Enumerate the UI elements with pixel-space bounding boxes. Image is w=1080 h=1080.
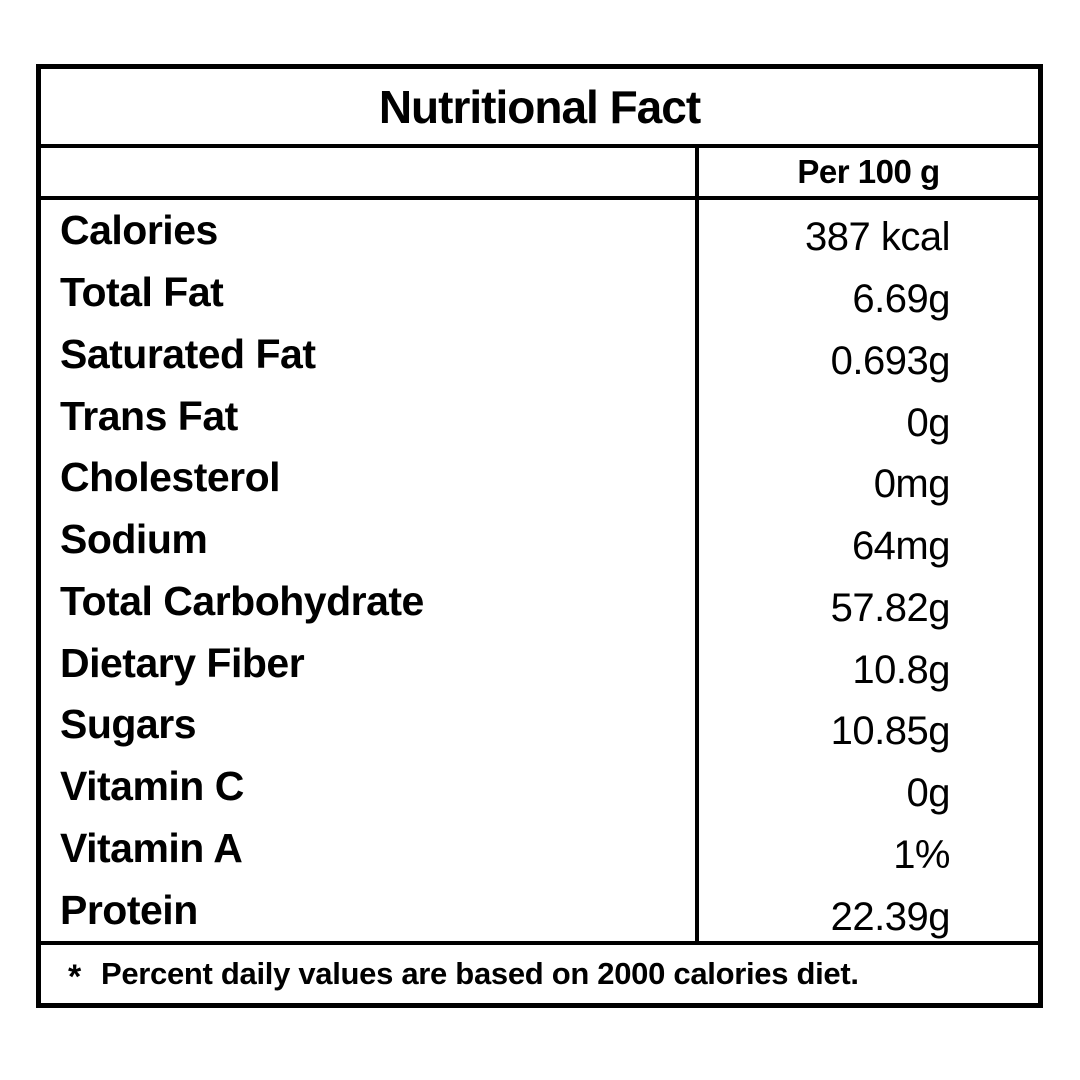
nutrient-value: 0mg [695, 447, 1038, 509]
nutrient-value-text: 6.69g [852, 277, 950, 322]
table-header-row: Per 100 g [41, 148, 1038, 200]
nutrient-row-sugars: Sugars 10.85g [41, 694, 1038, 756]
nutrient-value-text: 387 kcal [805, 215, 950, 260]
nutrient-row-vitamin-c: Vitamin C 0g [41, 755, 1038, 818]
nutrient-label: Cholesterol [60, 454, 281, 501]
table-title: Nutritional Fact [41, 69, 1038, 148]
nutrient-value: 0g [695, 385, 1038, 447]
nutrient-row-total-fat: Total Fat 6.69g [41, 261, 1038, 324]
nutrient-value: 387 kcal [695, 200, 1038, 262]
nutrient-row-trans-fat: Trans Fat 0g [41, 385, 1038, 447]
nutrient-value-text: 10.85g [830, 709, 951, 754]
nutrient-label: Vitamin C [60, 763, 244, 810]
nutrient-row-saturated-fat: Saturated Fat 0.693g [41, 323, 1038, 386]
nutrient-value: 6.69g [695, 261, 1038, 324]
table-body: Calories 387 kcal Total Fat 6.69g Satura… [41, 200, 1038, 941]
nutrient-value: 0g [695, 755, 1038, 818]
nutrient-row-cholesterol: Cholesterol 0mg [41, 447, 1038, 509]
nutrient-label: Saturated Fat [60, 330, 316, 377]
footnote: * Percent daily values are based on 2000… [41, 941, 1038, 1003]
column-header-per-100g: Per 100 g [695, 148, 1038, 196]
nutrient-value: 0.693g [695, 323, 1038, 386]
nutrient-label: Protein [60, 886, 198, 933]
nutrient-label: Sugars [60, 701, 197, 748]
nutrient-label: Dietary Fiber [60, 639, 305, 686]
nutrient-row-protein: Protein 22.39g [41, 879, 1038, 941]
nutrient-label: Total Carbohydrate [60, 577, 424, 624]
nutrient-value-text: 1% [893, 832, 950, 877]
nutrient-label: Calories [60, 207, 218, 254]
nutrient-label: Trans Fat [60, 392, 238, 439]
nutrient-row-calories: Calories 387 kcal [41, 200, 1038, 262]
nutrient-value: 57.82g [695, 570, 1038, 633]
nutrient-row-vitamin-a: Vitamin A 1% [41, 817, 1038, 880]
nutrient-row-total-carbohydrate: Total Carbohydrate 57.82g [41, 570, 1038, 633]
nutrient-label: Vitamin A [60, 824, 243, 871]
nutrient-value-text: 0g [906, 771, 951, 816]
nutrient-label: Total Fat [60, 269, 224, 316]
nutrient-value-text: 10.8g [852, 647, 950, 692]
nutrient-value: 10.8g [695, 632, 1038, 694]
nutrient-row-sodium: Sodium 64mg [41, 508, 1038, 571]
nutrient-value: 64mg [695, 508, 1038, 571]
footnote-asterisk: * [68, 957, 81, 996]
footnote-text: Percent daily values are based on 2000 c… [100, 956, 859, 991]
nutrient-row-dietary-fiber: Dietary Fiber 10.8g [41, 632, 1038, 694]
nutrient-value-text: 0g [906, 400, 951, 445]
nutrient-value-text: 22.39g [830, 894, 951, 939]
nutrient-value-text: 57.82g [830, 585, 951, 630]
header-spacer-cell [41, 148, 695, 196]
nutrient-value-text: 0mg [873, 462, 951, 507]
nutrient-value: 10.85g [695, 694, 1038, 756]
nutrition-table: Nutritional Fact Per 100 g Calories 387 … [36, 64, 1043, 1008]
nutrient-value: 1% [695, 817, 1038, 880]
nutrient-value: 22.39g [695, 879, 1038, 941]
nutrient-value-text: 0.693g [830, 338, 951, 383]
nutrient-label: Sodium [60, 516, 208, 563]
nutrient-value-text: 64mg [851, 524, 951, 569]
